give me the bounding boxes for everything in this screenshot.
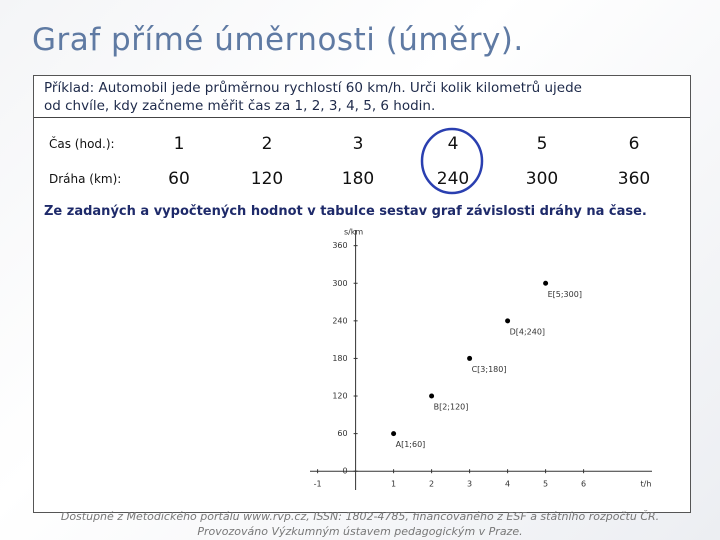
problem-line: Příklad: Automobil jede průměrnou rychlo… <box>44 80 582 96</box>
y-tick-label: 360 <box>332 241 347 250</box>
table-cell: 120 <box>250 169 284 189</box>
instruction: Ze zadaných a vypočtených hodnot v tabul… <box>44 204 647 219</box>
x-tick-label: 5 <box>543 480 548 489</box>
point <box>543 280 549 286</box>
table-cell: 5 <box>536 134 548 154</box>
footer-line: Dostupné z Metodického portálu www.rvp.c… <box>60 510 660 523</box>
y-tick-label: 180 <box>332 354 347 363</box>
point-label: C[3;180] <box>472 365 507 374</box>
point-label: B[2;120] <box>434 403 469 412</box>
point-label: E[5;300] <box>548 290 582 299</box>
table-cell: 240 <box>436 169 470 189</box>
y-tick-label: 240 <box>332 316 347 325</box>
table-cell: 360 <box>617 169 651 189</box>
point <box>505 318 511 324</box>
problem-line: od chvíle, kdy začneme měřit čas za 1, 2… <box>44 98 436 114</box>
content-box: Příklad: Automobil jede průměrnou rychlo… <box>33 75 691 513</box>
table-cell: 180 <box>341 169 375 189</box>
row-header: Dráha (km): <box>49 172 122 186</box>
x-tick-label: 2 <box>429 480 434 489</box>
table-cell: 3 <box>352 134 364 154</box>
row-header: Čas (hod.): <box>49 137 115 151</box>
y-tick-label: 120 <box>332 392 347 401</box>
y-tick-label: 0 <box>343 467 348 476</box>
separator <box>34 117 690 118</box>
y-axis-label: s/km <box>344 228 363 237</box>
point-label: A[1;60] <box>396 440 426 449</box>
title: Graf přímé úměrnosti (úměry). <box>32 22 524 58</box>
table-cell: 1 <box>173 134 185 154</box>
table-cell: 60 <box>168 169 190 189</box>
highlight-circle <box>420 127 484 195</box>
point <box>429 393 435 399</box>
footer-line: Provozováno Výzkumným ústavem pedagogick… <box>197 525 523 538</box>
x-tick-label: 4 <box>505 480 510 489</box>
x-tick-label: 6 <box>581 480 586 489</box>
y-tick-label: 60 <box>337 429 347 438</box>
x-axis-label: t/h <box>641 480 652 489</box>
table-cell: 6 <box>628 134 640 154</box>
table-cell: 2 <box>261 134 273 154</box>
point <box>391 431 397 437</box>
table-cell: 4 <box>447 134 459 154</box>
y-tick-label: 300 <box>332 279 347 288</box>
table-cell: 300 <box>525 169 559 189</box>
x-tick-label: 1 <box>391 480 396 489</box>
point <box>467 355 473 361</box>
point-label: D[4;240] <box>510 327 545 336</box>
x-tick-label: -1 <box>314 480 322 489</box>
x-tick-label: 3 <box>467 480 472 489</box>
